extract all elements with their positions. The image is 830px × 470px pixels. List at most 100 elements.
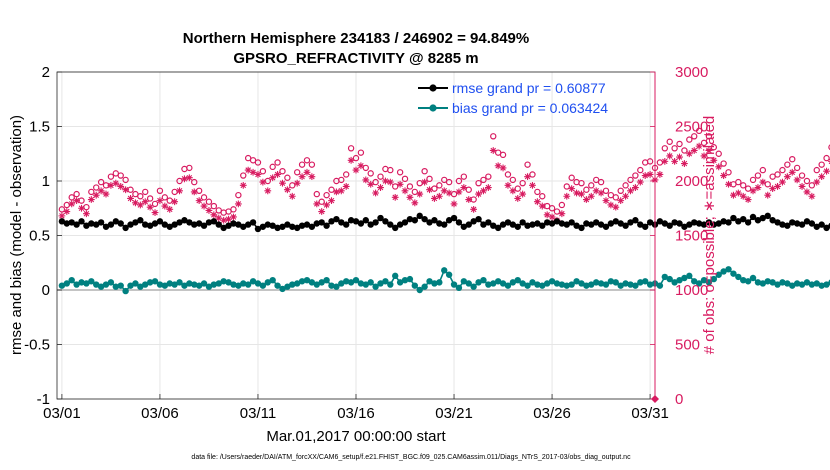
bias-point	[279, 285, 286, 293]
obs-assimilated-point	[460, 184, 468, 191]
obs-possible-point	[186, 164, 193, 172]
obs-assimilated-point	[759, 178, 767, 186]
obs-assimilated-point	[122, 186, 130, 194]
bias-point	[656, 282, 664, 289]
obs-possible-point	[509, 176, 517, 184]
obs-possible-point	[460, 173, 468, 180]
bias-point	[186, 280, 193, 287]
obs-assimilated-point	[602, 197, 610, 205]
obs-assimilated-point	[342, 183, 350, 190]
y-left-tick-label: -1	[37, 391, 50, 408]
rmse-point	[176, 219, 183, 226]
obs-possible-point	[377, 173, 384, 180]
bias-point	[362, 281, 370, 288]
bias-point	[793, 280, 801, 287]
obs-assimilated-point	[431, 195, 438, 202]
obs-assimilated-point	[328, 197, 335, 205]
obs-assimilated-point	[499, 164, 507, 172]
obs-possible-point	[313, 190, 320, 198]
bias-point	[475, 279, 482, 286]
obs-possible-point	[558, 201, 566, 209]
rmse-point	[421, 215, 428, 223]
y-left-tick-label: 1.5	[29, 119, 50, 136]
rmse-point	[524, 222, 531, 229]
obs-assimilated-point	[739, 192, 747, 200]
obs-possible-point	[269, 163, 276, 171]
bias-point	[132, 280, 139, 287]
obs-assimilated-point	[725, 180, 732, 188]
rmse-point	[318, 219, 325, 226]
legend-item-bias: bias grand pr = 0.063424	[418, 100, 608, 116]
obs-possible-point	[254, 159, 262, 166]
rmse-point	[264, 221, 271, 228]
obs-possible-point	[754, 172, 762, 179]
bias-point	[181, 282, 188, 289]
obs-possible-point	[661, 145, 669, 152]
obs-assimilated-point	[323, 201, 330, 209]
rmse-point	[823, 224, 830, 232]
obs-possible-point	[421, 167, 428, 175]
obs-assimilated-point	[259, 178, 267, 186]
bias-point	[789, 282, 796, 289]
obs-assimilated-point	[445, 189, 453, 197]
obs-assimilated-point	[318, 208, 326, 215]
obs-assimilated-point	[132, 199, 139, 207]
rmse-point	[235, 221, 242, 228]
bias-point	[264, 279, 271, 286]
obs-possible-point	[720, 160, 727, 167]
obs-assimilated-point	[470, 205, 478, 213]
rmse-point	[308, 223, 316, 230]
y-right-tick-label: 2000	[675, 173, 708, 190]
obs-assimilated-point	[798, 183, 806, 190]
obs-assimilated-point	[671, 157, 679, 165]
bias-point	[637, 279, 644, 286]
rmse-point	[617, 220, 624, 227]
rmse-point	[195, 220, 203, 227]
obs-possible-point	[171, 188, 178, 196]
bias-point	[382, 278, 389, 285]
obs-possible-point	[63, 201, 71, 209]
obs-possible-point	[88, 188, 95, 196]
obs-assimilated-point	[788, 168, 796, 176]
bias-point	[725, 266, 732, 273]
obs-possible-point	[401, 175, 409, 183]
rmse-point	[730, 214, 737, 222]
x-tick-label: 03/01	[43, 405, 81, 422]
obs-assimilated-point	[146, 203, 154, 211]
bias-point	[63, 280, 71, 287]
rmse-point	[166, 223, 173, 230]
rmse-point	[161, 221, 169, 228]
data-file-footnote: data file: /Users/raeder/DAI/ATM_forcXX/…	[191, 454, 631, 461]
obs-possible-point	[612, 194, 619, 201]
bias-point	[441, 267, 448, 274]
obs-assimilated-point	[524, 173, 531, 181]
bias-point	[171, 281, 178, 288]
obs-assimilated-point	[210, 211, 218, 219]
obs-assimilated-point	[156, 197, 164, 205]
rmse-point	[156, 218, 164, 225]
obs-assimilated-point	[666, 152, 674, 160]
rmse-point	[759, 214, 767, 222]
obs-possible-point	[445, 178, 453, 186]
bias-point	[666, 275, 673, 283]
rmse-point	[73, 221, 80, 228]
bias-point	[612, 279, 619, 286]
y-right-tick-label: 3000	[675, 64, 708, 81]
bias-point	[504, 282, 512, 289]
obs-assimilated-point	[141, 198, 149, 206]
obs-possible-point	[725, 169, 732, 176]
obs-assimilated-point	[627, 187, 634, 195]
rmse-point	[117, 220, 124, 227]
rmse-point	[744, 219, 752, 226]
bias-point	[671, 279, 678, 286]
rmse-point	[480, 221, 487, 228]
bias-point	[784, 280, 791, 287]
rmse-point	[274, 224, 281, 232]
obs-possible-point	[68, 194, 75, 201]
obs-assimilated-point	[401, 187, 409, 195]
obs-assimilated-point	[337, 187, 345, 195]
rmse-point	[249, 219, 257, 226]
rmse-point	[244, 221, 252, 228]
obs-assimilated-point	[734, 189, 742, 197]
rmse-point	[112, 218, 120, 225]
